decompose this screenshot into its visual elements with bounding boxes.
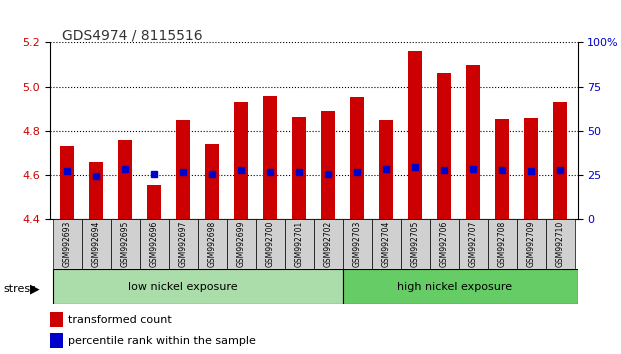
Bar: [292, 116, 306, 219]
Bar: [147, 185, 161, 219]
Text: GSM992699: GSM992699: [237, 221, 245, 268]
Text: GSM992704: GSM992704: [382, 221, 391, 268]
FancyBboxPatch shape: [459, 219, 487, 269]
FancyBboxPatch shape: [546, 219, 574, 269]
Text: low nickel exposure: low nickel exposure: [129, 282, 238, 292]
Bar: [50, 312, 63, 327]
FancyBboxPatch shape: [371, 219, 401, 269]
Text: GSM992710: GSM992710: [556, 221, 564, 267]
FancyBboxPatch shape: [53, 269, 343, 304]
Bar: [437, 74, 451, 219]
Bar: [466, 65, 481, 219]
FancyBboxPatch shape: [430, 219, 459, 269]
Bar: [50, 333, 63, 348]
FancyBboxPatch shape: [140, 219, 168, 269]
Text: GSM992709: GSM992709: [527, 221, 536, 268]
FancyBboxPatch shape: [517, 219, 546, 269]
Bar: [379, 120, 393, 219]
Text: GSM992697: GSM992697: [179, 221, 188, 268]
Bar: [118, 140, 132, 219]
FancyBboxPatch shape: [343, 269, 578, 304]
Text: GSM992706: GSM992706: [440, 221, 448, 268]
Text: GSM992696: GSM992696: [150, 221, 158, 268]
Text: GSM992702: GSM992702: [324, 221, 333, 267]
Text: GSM992703: GSM992703: [353, 221, 361, 268]
FancyBboxPatch shape: [401, 219, 430, 269]
FancyBboxPatch shape: [487, 219, 517, 269]
Text: stress: stress: [3, 284, 36, 293]
FancyBboxPatch shape: [81, 219, 111, 269]
FancyBboxPatch shape: [256, 219, 284, 269]
Text: high nickel exposure: high nickel exposure: [397, 282, 512, 292]
Bar: [350, 97, 365, 219]
Text: GSM992700: GSM992700: [266, 221, 274, 268]
FancyBboxPatch shape: [284, 219, 314, 269]
FancyBboxPatch shape: [168, 219, 197, 269]
Bar: [205, 144, 219, 219]
Bar: [524, 118, 538, 219]
Text: percentile rank within the sample: percentile rank within the sample: [68, 336, 256, 346]
Text: GSM992693: GSM992693: [63, 221, 71, 268]
Text: GSM992698: GSM992698: [207, 221, 217, 267]
Text: transformed count: transformed count: [68, 315, 172, 325]
FancyBboxPatch shape: [111, 219, 140, 269]
Text: GDS4974 / 8115516: GDS4974 / 8115516: [62, 28, 202, 42]
FancyBboxPatch shape: [314, 219, 343, 269]
FancyBboxPatch shape: [53, 219, 81, 269]
Text: GSM992695: GSM992695: [120, 221, 130, 268]
Text: GSM992708: GSM992708: [497, 221, 507, 267]
Bar: [495, 119, 509, 219]
Text: GSM992694: GSM992694: [91, 221, 101, 268]
Text: GSM992707: GSM992707: [469, 221, 478, 268]
Text: GSM992701: GSM992701: [294, 221, 304, 267]
Bar: [321, 111, 335, 219]
Bar: [89, 162, 103, 219]
Bar: [553, 102, 568, 219]
Bar: [263, 96, 278, 219]
Text: ▶: ▶: [30, 282, 39, 295]
FancyBboxPatch shape: [197, 219, 227, 269]
Bar: [408, 51, 422, 219]
FancyBboxPatch shape: [227, 219, 256, 269]
Text: GSM992705: GSM992705: [410, 221, 420, 268]
FancyBboxPatch shape: [343, 219, 371, 269]
Bar: [176, 120, 191, 219]
Bar: [234, 102, 248, 219]
Bar: [60, 147, 75, 219]
